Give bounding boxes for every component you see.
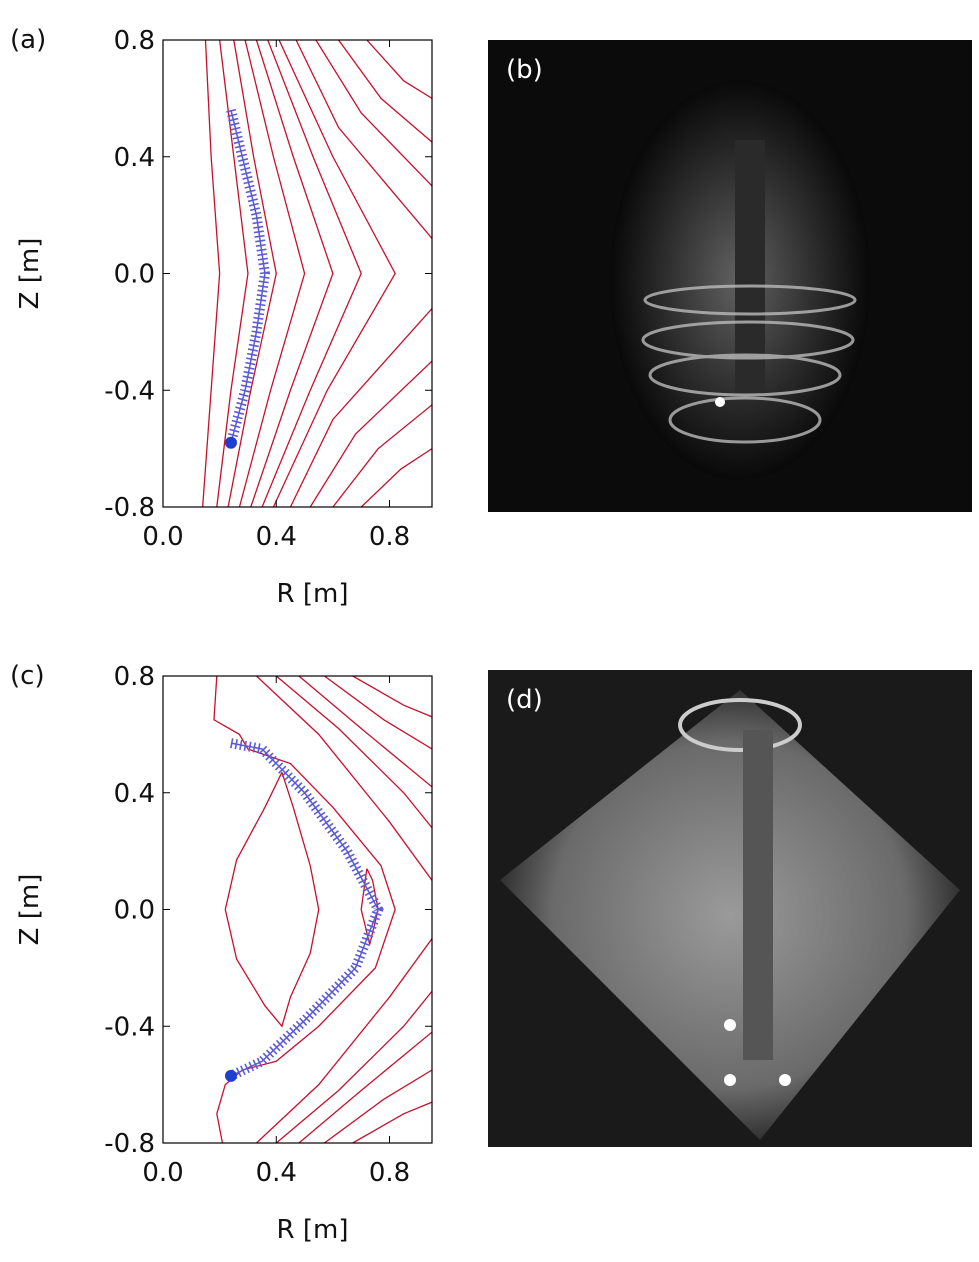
contour-line [298,1031,432,1143]
contour-line [309,360,432,507]
contour-line [289,308,432,507]
photo-label: (b) [506,55,543,85]
contour-line [216,40,249,507]
x-tick-label: 0.0 [142,1158,183,1188]
contour-line [352,676,432,718]
y-tick-label: 0.0 [114,260,155,290]
contour-line [352,1101,432,1143]
contour-line [275,676,432,829]
photo-label: (d) [506,685,543,715]
contour-line [324,1069,432,1143]
x-axis-label: R [m] [277,579,349,609]
y-tick-label: 0.0 [114,896,155,926]
start-point [224,1069,237,1082]
x-tick-label: 0.4 [256,1158,297,1188]
y-tick-label: -0.8 [104,1129,155,1159]
contour-line [315,40,432,187]
contour-line [295,40,432,239]
photo-b [488,40,972,512]
y-tick-label: -0.4 [104,1012,155,1042]
contour-line [338,40,432,143]
y-tick-label: 0.4 [114,779,155,809]
x-axis-label: R [m] [277,1215,349,1245]
contour-line [298,676,432,788]
contour-line [227,40,277,507]
contour-line [255,938,432,1143]
contour-line [360,448,432,507]
x-tick-label: 0.0 [142,522,183,552]
plot-frame [162,675,433,1144]
contour-line [261,40,362,507]
contour-line [324,676,432,750]
y-tick-label: 0.8 [114,26,155,56]
y-axis-label: Z [m] [15,238,45,310]
contour-line [255,676,432,881]
trajectory [230,109,266,443]
start-point [224,436,237,449]
x-tick-label: 0.8 [369,1158,410,1188]
photo-d [488,670,972,1147]
y-axis-label: Z [m] [15,874,45,946]
x-tick-label: 0.4 [256,522,297,552]
contour-line [250,40,334,507]
trajectory [230,742,380,1077]
x-tick-label: 0.8 [369,522,410,552]
contour-line [224,772,320,1028]
contour-line [332,404,432,507]
contour-line [366,40,432,99]
y-tick-label: -0.4 [104,376,155,406]
contour-line [272,40,396,507]
panel-label: (a) [10,25,46,55]
y-tick-label: -0.8 [104,493,155,523]
y-tick-label: 0.8 [114,662,155,692]
contour-line [275,990,432,1143]
contour-line [238,40,306,507]
panel-label: (c) [10,661,45,691]
contour-line [201,40,221,507]
y-tick-label: 0.4 [114,143,155,173]
